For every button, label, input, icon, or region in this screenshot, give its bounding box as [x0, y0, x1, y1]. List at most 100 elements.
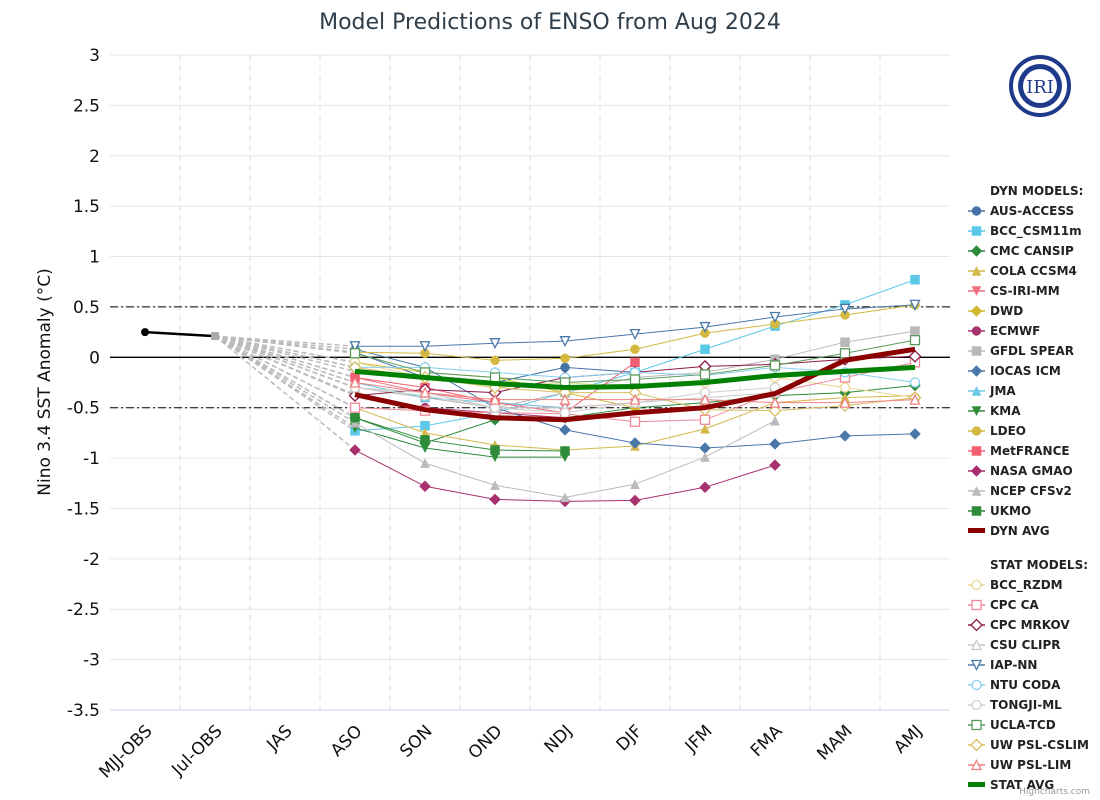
data-point — [349, 444, 361, 456]
x-tick-label: SON — [396, 721, 436, 761]
legend-item[interactable]: MetFRANCE — [968, 444, 1070, 458]
series-line — [354, 417, 566, 452]
legend-item[interactable]: NCEP CFSv2 — [968, 484, 1072, 498]
legend-item[interactable]: IOCAS ICM — [968, 364, 1061, 378]
data-point — [769, 438, 781, 450]
data-point — [630, 479, 640, 490]
legend-item[interactable]: CS-IRI-MM — [968, 284, 1060, 298]
grid — [110, 54, 950, 711]
x-axis-ticks: MJJ-OBS Jul-OBS JAS ASO SON OND NDJ DJF JFM FMA MA… — [96, 721, 927, 782]
data-point — [420, 435, 430, 445]
legend-item[interactable]: AUS-ACCESS — [968, 204, 1074, 218]
legend-item[interactable]: IAP-NN — [968, 658, 1037, 672]
data-point — [699, 369, 711, 380]
connector-line — [214, 335, 356, 350]
legend-item[interactable]: CPC CA — [968, 598, 1039, 612]
legend-item[interactable]: CMC CANSIP — [968, 244, 1074, 258]
data-point — [909, 335, 921, 346]
legend-label: AUS-ACCESS — [990, 204, 1074, 218]
data-point — [560, 353, 570, 364]
data-point — [629, 437, 641, 449]
data-point — [559, 407, 571, 418]
x-tick-label: MJJ-OBS — [96, 721, 157, 782]
legend-marker-icon — [971, 446, 982, 456]
legend[interactable]: DYN MODELS: AUS-ACCESS BCC_CSM11m CMC CANSI… — [968, 184, 1089, 792]
data-point — [769, 360, 781, 371]
legend-marker-icon — [971, 385, 982, 396]
legend-label: CPC CA — [990, 598, 1039, 612]
x-tick-label: NDJ — [541, 721, 577, 757]
data-point — [910, 326, 920, 336]
data-point — [349, 402, 361, 413]
legend-item[interactable]: JMA — [968, 384, 1016, 398]
legend-label: IOCAS ICM — [990, 364, 1061, 378]
data-point — [349, 348, 361, 359]
data-point — [349, 341, 361, 353]
highcharts-credit[interactable]: Highcharts.com — [1019, 787, 1090, 797]
data-point — [908, 349, 922, 363]
legend-item[interactable]: BCC_RZDM — [968, 578, 1063, 593]
legend-label: CPC MRKOV — [990, 618, 1070, 632]
iri-logo: IRI — [1009, 55, 1071, 117]
legend-item[interactable]: DWD — [968, 304, 1023, 318]
data-point — [629, 393, 641, 405]
data-point — [559, 424, 571, 436]
series-ncep-cfsv2 — [350, 415, 780, 503]
data-point — [419, 480, 431, 493]
connector-line — [214, 335, 356, 451]
legend-marker-icon — [970, 738, 983, 752]
legend-item[interactable]: STAT AVG — [968, 778, 1054, 792]
legend-label: MetFRANCE — [990, 444, 1070, 458]
legend-item[interactable]: TONGJI-ML — [968, 698, 1062, 712]
series-kma — [350, 423, 570, 463]
data-point — [629, 374, 641, 385]
data-point — [910, 274, 920, 285]
data-point — [839, 303, 851, 315]
connector-line — [214, 335, 356, 409]
legend-item[interactable]: KMA — [968, 404, 1021, 418]
legend-item[interactable]: NASA GMAO — [968, 464, 1073, 478]
data-point — [770, 415, 780, 426]
data-point — [629, 416, 641, 427]
legend-item[interactable]: UW PSL-CSLIM — [968, 738, 1089, 752]
legend-swatch — [968, 782, 985, 787]
data-point — [629, 328, 641, 341]
legend-item[interactable]: UKMO — [968, 504, 1031, 518]
legend-item[interactable]: ECMWF — [968, 324, 1040, 338]
series-line — [354, 427, 565, 458]
legend-label: BCC_CSM11m — [990, 224, 1082, 239]
data-point — [420, 458, 430, 468]
data-point — [700, 344, 710, 354]
legend-item[interactable]: NTU CODA — [968, 678, 1061, 692]
legend-item[interactable]: BCC_CSM11m — [968, 224, 1082, 239]
legend-marker-icon — [971, 206, 982, 216]
data-point — [699, 442, 711, 454]
y-tick-label: -2.5 — [67, 600, 100, 620]
data-point — [699, 321, 711, 334]
legend-item[interactable]: UCLA-TCD — [968, 718, 1056, 732]
series-stat-avg — [354, 364, 916, 391]
legend-item[interactable]: COLA CCSM4 — [968, 264, 1077, 278]
legend-item[interactable]: CPC MRKOV — [968, 618, 1070, 632]
legend-label: JMA — [989, 384, 1016, 398]
legend-item[interactable]: DYN AVG — [968, 524, 1050, 538]
connector-line — [214, 335, 356, 373]
connector-line — [214, 335, 356, 389]
data-point — [419, 341, 431, 353]
data-point — [560, 446, 570, 456]
legend-label: GFDL SPEAR — [990, 344, 1074, 358]
series-uw-psl-lim — [349, 376, 921, 408]
legend-item[interactable]: LDEO — [968, 424, 1026, 438]
data-point — [699, 414, 711, 425]
series-observed — [141, 328, 219, 341]
legend-marker-icon — [971, 506, 982, 516]
legend-marker-icon — [971, 346, 982, 356]
connector-line — [214, 335, 356, 397]
legend-marker-icon — [971, 326, 982, 336]
legend-marker-icon — [971, 406, 982, 417]
legend-item[interactable]: CSU CLIPR — [968, 638, 1061, 652]
legend-item[interactable]: UW PSL-LIM — [968, 758, 1071, 772]
legend-item[interactable]: GFDL SPEAR — [968, 344, 1074, 358]
y-tick-label: 3 — [89, 46, 100, 66]
legend-marker-icon — [970, 618, 983, 632]
